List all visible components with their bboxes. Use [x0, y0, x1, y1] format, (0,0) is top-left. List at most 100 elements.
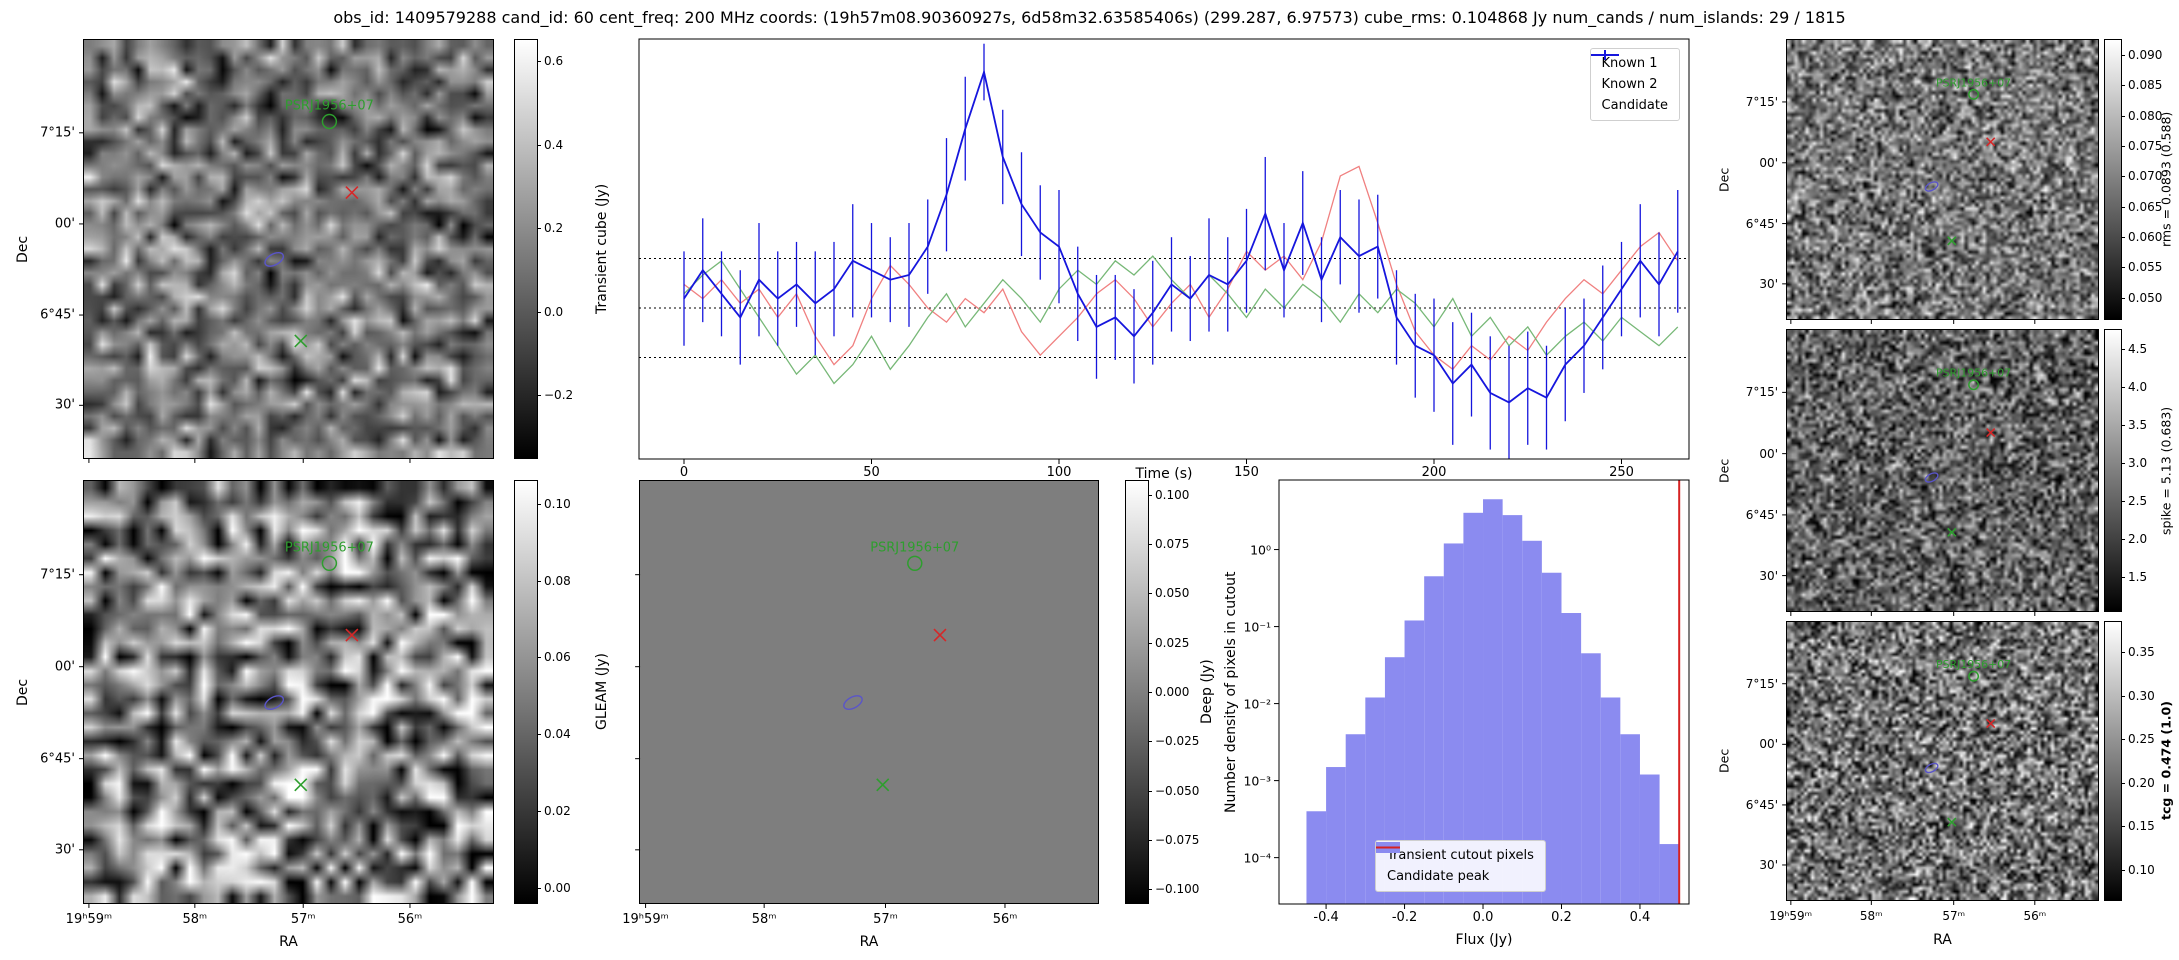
tcg-panel: PSRJ1956+07 7°15' 00' 6°45' 30' 19ʰ59ᵐ 58ᵐ 57ᵐ… — [1746, 621, 2099, 923]
colorbar-tick-label: −0.050 — [1155, 783, 1200, 798]
lightcurve-canvas — [638, 38, 1690, 464]
colorbar-tick-mark — [1148, 494, 1152, 496]
legend-label: Known 2 — [1601, 77, 1658, 92]
histogram-plot: Transient cutout pixels Candidate peak 10… — [1243, 479, 1690, 909]
dec-tick-label: 7°15' — [1745, 94, 1778, 109]
colorbar-tick-mark — [1148, 544, 1152, 546]
colorbar-tick-label: 0.070 — [2128, 169, 2163, 184]
spike-overlay: PSRJ1956+07 — [1782, 367, 2036, 616]
ra-tick-label: 56ᵐ — [2023, 909, 2047, 923]
x-tick-label: 150 — [1234, 465, 1259, 480]
dec-tick-label: 30' — [1759, 276, 1778, 291]
dec-axis-label: Dec — [15, 235, 31, 263]
deep-overlay: PSRJ1956+07 — [635, 540, 1006, 908]
dec-tick-label: 30' — [1759, 857, 1778, 872]
gleam-image — [84, 481, 493, 903]
colorbar-tick-label: 0.055 — [2128, 260, 2163, 275]
transient-cube-panel: PSRJ1956+07 7°15' 00' 6°45' 30' — [40, 39, 494, 463]
legend-label: Transient cutout pixels — [1387, 848, 1534, 863]
colorbar-tick-mark — [2121, 826, 2125, 828]
colorbar-tick-mark — [537, 657, 541, 659]
colorbar-tick-mark — [2121, 297, 2125, 299]
colorbar-tick-mark — [1148, 741, 1152, 743]
dec-tick-label: 30' — [54, 397, 75, 413]
colorbar-tick-mark — [2121, 206, 2125, 208]
colorbar-tick-mark — [1148, 790, 1152, 792]
colorbar-tick-mark — [2121, 782, 2125, 784]
transient-colorbar: 0.6 0.4 0.2 0.0 −0.2 — [514, 39, 573, 459]
transient-cube-overlay: PSRJ1956+07 — [79, 99, 411, 463]
colorbar-tick-mark — [2121, 85, 2125, 87]
tcg-colorbar-label: tcg = 0.474 (1.0) — [2158, 701, 2174, 821]
x-tick-label: -0.4 — [1313, 910, 1339, 925]
colorbar-tick-mark — [537, 144, 541, 146]
colorbar-tick-label: 0.075 — [2128, 139, 2163, 154]
colorbar-tick-label: 0.0 — [544, 304, 564, 319]
svg-text:PSRJ1956+07: PSRJ1956+07 — [1936, 367, 2011, 380]
colorbar-tick-mark — [1148, 692, 1152, 693]
gleam-overlay: PSRJ1956+07 — [79, 540, 411, 908]
x-tick-label: 0 — [679, 465, 689, 480]
y-tick-label: 10⁻⁴ — [1243, 850, 1271, 866]
dec-tick-label: 6°45' — [1745, 216, 1778, 231]
colorbar-tick-mark — [2121, 386, 2125, 388]
colorbar-tick-label: 0.075 — [1155, 537, 1190, 552]
dec-tick-label: 00' — [54, 659, 75, 675]
legend-label: Known 1 — [1601, 56, 1658, 71]
colorbar-tick-label: 0.050 — [2128, 290, 2163, 305]
colorbar-tick-label: −0.100 — [1155, 882, 1200, 897]
colorbar-tick-mark — [537, 311, 541, 313]
gleam-panel: PSRJ1956+07 7°15' 00' 6°45' 30' 19ʰ59ᵐ 58ᵐ 57ᵐ… — [40, 480, 494, 927]
colorbar-tick-label: 0.25 — [2128, 732, 2155, 747]
legend-label: Candidate — [1601, 98, 1668, 113]
colorbar-tick-label: 0.2 — [544, 221, 564, 236]
colorbar-tick-label: 0.060 — [2128, 230, 2163, 245]
spike-panel: PSRJ1956+07 7°15' 00' 6°45' 30' — [1746, 329, 2099, 616]
y-tick-label: 10⁰ — [1250, 542, 1271, 558]
dec-tick-label: 30' — [1759, 568, 1778, 583]
colorbar-tick-mark — [1148, 642, 1152, 644]
ra-tick-label: 57ᵐ — [873, 912, 898, 927]
dec-tick-label: 6°45' — [1745, 797, 1778, 812]
dec-tick-label: 7°15' — [1745, 676, 1778, 691]
x-tick-label: 0.0 — [1472, 910, 1494, 925]
ra-tick-label: 56ᵐ — [992, 912, 1018, 927]
legend-item: Candidate peak — [1376, 846, 1534, 884]
colorbar-tick-mark — [2121, 500, 2125, 502]
colorbar-tick-label: 0.000 — [1155, 685, 1190, 699]
colorbar-tick-label: 1.5 — [2128, 569, 2148, 584]
legend-label: Candidate peak — [1387, 869, 1490, 884]
colorbar-tick-mark — [2121, 695, 2125, 697]
histogram-x-ticks: -0.4 -0.2 0.0 0.2 0.4 — [1279, 910, 1689, 928]
spike-image — [1787, 330, 2098, 611]
colorbar-tick-mark — [2121, 462, 2125, 464]
ra-tick-label: 58ᵐ — [1859, 909, 1883, 923]
colorbar-tick-mark — [2121, 869, 2125, 871]
colorbar-tick-label: −0.025 — [1155, 734, 1200, 749]
colorbar-tick-label: 3.5 — [2128, 417, 2148, 432]
colorbar-tick-mark — [1148, 839, 1152, 841]
ra-axis-label: RA — [279, 934, 298, 950]
colorbar-tick-mark — [537, 887, 541, 889]
transient-colorbar-label: Transient cube (Jy) — [594, 183, 610, 315]
lightcurve-x-axis-label: Time (s) — [1135, 466, 1193, 482]
svg-text:PSRJ1956+07: PSRJ1956+07 — [285, 540, 374, 555]
svg-text:PSRJ1956+07: PSRJ1956+07 — [1936, 76, 2011, 89]
histogram-x-axis-label: Flux (Jy) — [1455, 932, 1513, 948]
colorbar-tick-label: 3.0 — [2128, 455, 2148, 470]
colorbar-tick-mark — [537, 810, 541, 812]
x-tick-label: 200 — [1421, 465, 1447, 480]
dec-tick-label: 6°45' — [40, 307, 75, 323]
lightcurve-legend: Known 1 Known 2 Candidate — [1589, 48, 1680, 121]
colorbar-tick-label: 0.090 — [2128, 48, 2163, 63]
colorbar-tick-label: 2.5 — [2128, 493, 2148, 508]
colorbar-tick-mark — [537, 580, 541, 582]
colorbar-tick-mark — [1148, 593, 1152, 595]
colorbar-tick-label: 4.5 — [2128, 341, 2148, 356]
colorbar-tick-mark — [2121, 424, 2125, 426]
colorbar-tick-label: 0.025 — [1155, 635, 1190, 650]
colorbar-tick-mark — [2121, 576, 2125, 578]
colorbar-tick-label: 0.08 — [544, 573, 571, 588]
dec-tick-label: 6°45' — [1745, 507, 1778, 522]
